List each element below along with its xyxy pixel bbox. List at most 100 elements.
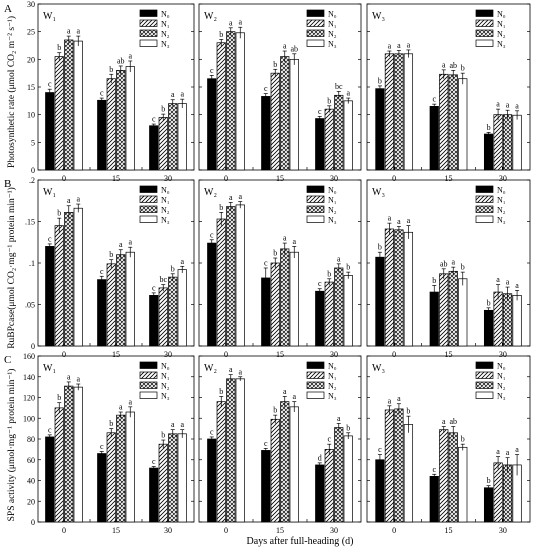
legend-swatch xyxy=(475,205,494,213)
significance-letter: c xyxy=(210,427,214,436)
bar xyxy=(106,432,116,523)
legend-swatch xyxy=(306,215,325,223)
legend-label: N₃ xyxy=(328,216,337,225)
significance-letter: b xyxy=(461,64,465,73)
significance-letter: b xyxy=(161,105,165,114)
y-tick-label: 100 xyxy=(23,414,35,423)
significance-letter: c xyxy=(100,267,104,276)
bar xyxy=(512,295,522,347)
bar xyxy=(458,278,468,347)
legend-swatch xyxy=(139,185,158,193)
significance-letter: a xyxy=(496,100,500,109)
significance-letter: a xyxy=(180,257,184,266)
panel-label: W₁ xyxy=(43,187,56,198)
significance-letter: a xyxy=(238,18,242,27)
panel-label: W₁ xyxy=(43,363,56,374)
legend-swatch xyxy=(139,9,158,17)
y-tick-label: 160 xyxy=(23,352,35,361)
significance-letter: b xyxy=(109,419,113,428)
significance-letter: a xyxy=(451,258,455,267)
row-letter: C xyxy=(4,354,11,366)
significance-letter: c xyxy=(432,465,436,474)
significance-letter: a xyxy=(496,275,500,284)
x-tick-label: 15 xyxy=(445,350,453,359)
legend-label: N₂ xyxy=(328,206,337,215)
significance-letter: c xyxy=(378,445,382,454)
significance-letter: c xyxy=(48,234,52,243)
significance-letter: b xyxy=(487,298,491,307)
significance-letter: b xyxy=(378,76,382,85)
bar xyxy=(73,386,83,523)
y-tick-label: 80 xyxy=(27,435,35,444)
bar xyxy=(439,73,449,171)
bar xyxy=(324,281,334,347)
bar xyxy=(177,269,187,347)
bar xyxy=(45,436,55,523)
bar xyxy=(106,263,116,347)
bar xyxy=(106,78,116,171)
x-tick-label: 15 xyxy=(276,350,284,359)
significance-letter: b xyxy=(219,203,223,212)
bar xyxy=(168,433,178,523)
bar xyxy=(116,70,126,171)
y-tick-label: 60 xyxy=(27,456,35,465)
legend-label: N₃ xyxy=(161,216,170,225)
bar xyxy=(289,251,299,347)
legend-swatch xyxy=(139,39,158,47)
x-tick-label: 30 xyxy=(330,350,338,359)
significance-letter: a xyxy=(515,445,519,454)
legend-label: N₁ xyxy=(328,20,337,29)
significance-letter: c xyxy=(100,89,104,98)
bar xyxy=(226,378,236,523)
bar xyxy=(207,78,217,171)
significance-letter: b xyxy=(57,43,61,52)
bar xyxy=(483,487,494,523)
bar xyxy=(493,291,503,347)
significance-letter: ab xyxy=(449,417,457,426)
significance-letter: b xyxy=(461,263,465,272)
y-tick-label: .05 xyxy=(25,301,35,310)
bar xyxy=(375,256,385,347)
significance-letter: a xyxy=(128,238,132,247)
bar xyxy=(458,78,468,171)
x-tick-label: 30 xyxy=(499,350,507,359)
x-tick-label: 30 xyxy=(499,174,507,183)
significance-letter: b xyxy=(57,209,61,218)
significance-letter: a xyxy=(506,101,510,110)
x-tick-label: 30 xyxy=(499,526,507,535)
legend-label: N₃ xyxy=(497,392,506,401)
legend-label: N₀ xyxy=(497,186,506,195)
legend-swatch xyxy=(306,361,325,369)
significance-letter: a xyxy=(515,281,519,290)
significance-letter: a xyxy=(128,397,132,406)
legend-swatch xyxy=(306,19,325,27)
bar xyxy=(168,103,178,171)
significance-letter: a xyxy=(67,27,71,36)
bar xyxy=(125,66,135,171)
significance-letter: b xyxy=(273,406,277,415)
row-label-b: B xyxy=(4,178,11,190)
bar xyxy=(403,53,414,171)
significance-letter: c xyxy=(327,435,331,444)
panel-label: W₃ xyxy=(372,187,385,198)
significance-letter: a xyxy=(388,214,392,223)
significance-letter: a xyxy=(119,240,123,249)
bar xyxy=(394,53,404,171)
panel-label: W₂ xyxy=(204,363,217,374)
significance-letter: a xyxy=(119,403,123,412)
significance-letter: a xyxy=(67,196,71,205)
bar xyxy=(226,206,236,347)
bar xyxy=(483,133,494,171)
bar xyxy=(54,56,64,171)
significance-letter: c xyxy=(432,95,436,104)
significance-letter: a xyxy=(283,387,287,396)
bar xyxy=(125,251,135,347)
legend-swatch xyxy=(306,195,325,203)
x-tick-label: 0 xyxy=(392,174,396,183)
significance-letter: a xyxy=(128,51,132,60)
bar xyxy=(54,225,64,347)
